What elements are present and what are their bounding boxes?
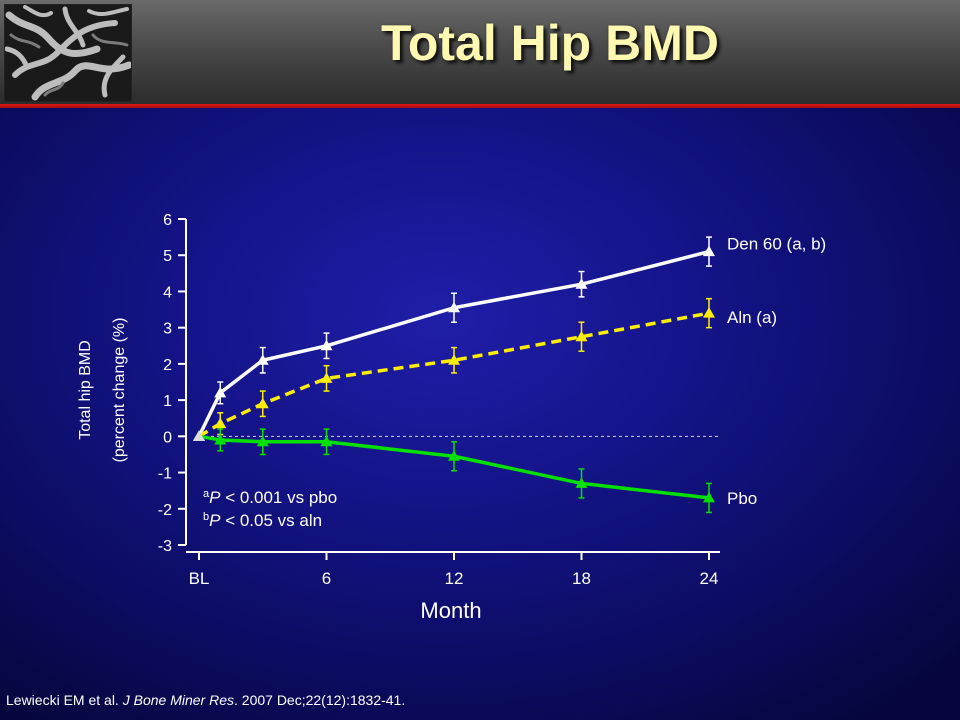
x-tick-label: BL xyxy=(189,569,210,588)
footnote-a-sup: a xyxy=(203,488,210,500)
footnote-a-text: < 0.001 vs pbo xyxy=(220,488,337,507)
x-tick-label: 24 xyxy=(700,569,719,588)
y-axis-label-line1: Total hip BMD xyxy=(77,340,94,440)
y-axis: 6 5 4 3 2 1 0 -1 -2 -3 xyxy=(158,212,187,555)
data-point xyxy=(703,491,715,503)
data-point xyxy=(320,372,333,383)
data-point xyxy=(575,330,588,342)
y-tick-label: -2 xyxy=(158,502,172,519)
y-tick-label: 5 xyxy=(163,248,172,265)
series-2: Pbo xyxy=(193,428,757,514)
citation-details: . 2007 Dec;22(12):1832-41. xyxy=(234,692,406,708)
header-accent-line xyxy=(0,104,960,108)
data-point xyxy=(703,307,715,318)
data-point xyxy=(575,278,588,289)
footnote-a: aP < 0.001 vs pbo xyxy=(203,488,337,507)
y-tick-label: 3 xyxy=(163,321,172,338)
data-point xyxy=(214,433,227,445)
footnote-b-sup: b xyxy=(203,511,209,523)
data-point xyxy=(703,245,715,257)
citation-journal: J Bone Miner Res xyxy=(122,692,234,708)
bone-structure-logo xyxy=(4,4,132,102)
footnote-a-p: P xyxy=(209,488,221,507)
data-point xyxy=(214,386,227,398)
header-bar xyxy=(0,0,960,104)
footnote-b: bP < 0.05 vs aln xyxy=(203,511,322,530)
slide-title: Total Hip BMD xyxy=(381,15,719,71)
citation: Lewiecki EM et al. J Bone Miner Res. 200… xyxy=(6,692,405,708)
citation-authors: Lewiecki EM et al. xyxy=(6,692,123,708)
series-1: Aln (a) xyxy=(193,297,777,441)
x-tick-label: 12 xyxy=(445,569,464,588)
x-tick-label: 6 xyxy=(322,569,331,588)
series-line xyxy=(198,311,710,438)
data-point xyxy=(448,354,460,365)
y-tick-label: 0 xyxy=(163,429,172,446)
data-point xyxy=(193,430,205,441)
footnote-b-text: < 0.05 vs aln xyxy=(220,511,322,530)
x-tick-label: 18 xyxy=(572,569,591,588)
data-point xyxy=(256,397,269,409)
data-point xyxy=(256,435,269,447)
footnote-b-p: P xyxy=(209,511,221,530)
series-label: Aln (a) xyxy=(727,308,777,327)
series-group: Den 60 (a, b) Aln (a) Pbo xyxy=(193,235,826,514)
x-axis: BL 6 12 18 24 xyxy=(186,551,720,588)
data-point xyxy=(320,435,333,447)
series-label: Pbo xyxy=(727,489,757,508)
data-point xyxy=(320,339,333,351)
series-line xyxy=(197,249,710,438)
y-axis-label-line2: (percent change (%) xyxy=(111,318,128,463)
y-tick-label: -3 xyxy=(158,538,172,555)
data-point xyxy=(448,450,460,461)
y-tick-label: 2 xyxy=(163,357,172,374)
data-point xyxy=(448,301,460,313)
y-tick-label: 4 xyxy=(163,284,172,301)
data-point xyxy=(256,354,269,365)
data-point xyxy=(575,477,588,488)
data-point xyxy=(214,417,227,429)
series-label: Den 60 (a, b) xyxy=(727,235,826,254)
x-axis-label: Month xyxy=(420,598,481,623)
y-tick-label: -1 xyxy=(158,466,172,483)
y-tick-label: 6 xyxy=(163,212,172,229)
series-0: Den 60 (a, b) xyxy=(193,235,826,441)
y-tick-label: 1 xyxy=(163,393,172,410)
